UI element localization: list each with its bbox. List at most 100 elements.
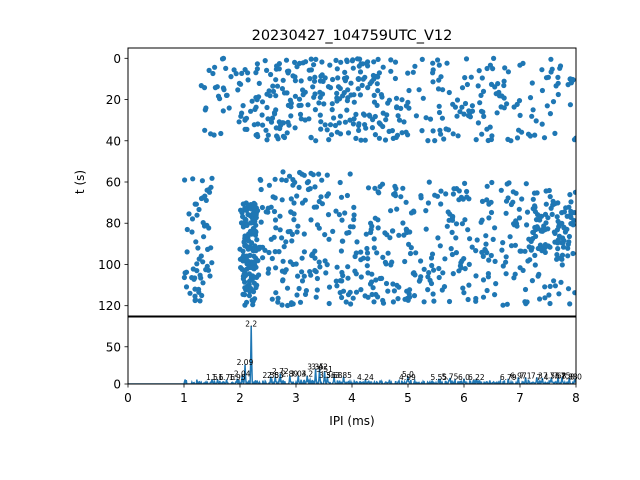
scatter-point [499,93,505,99]
scatter-point [423,226,429,232]
scatter-point [539,228,546,234]
scatter-point [302,117,308,123]
scatter-point [317,264,323,270]
scatter-point [246,293,252,299]
scatter-point [374,81,380,87]
scatter-point [565,253,571,259]
scatter-point [399,97,405,103]
scatter-point [305,186,311,193]
scatter-point [527,257,533,263]
scatter-point [212,85,218,91]
scatter-point [318,126,324,132]
scatter-point [319,59,325,65]
scatter-point [354,56,361,62]
scatter-point [376,190,382,196]
scatter-point [523,181,529,187]
scatter-point [327,85,334,91]
scatter-point [228,74,234,80]
scatter-point [285,229,291,235]
scatter-point [322,75,328,81]
scatter-point [458,265,464,271]
scatter-point [512,242,519,248]
scatter-point [373,277,379,283]
scatter-point [500,263,506,269]
scatter-point [342,119,348,125]
histogram-y-ticks: 0 50 [106,340,128,392]
scatter-point [189,229,195,235]
scatter-point [376,135,382,141]
scatter-point [483,248,489,254]
scatter-point [403,129,409,135]
scatter-point [255,208,261,214]
scatter-point [314,275,320,282]
scatter-point [235,87,241,93]
scatter-point [554,214,560,220]
scatter-point [351,92,357,98]
scatter-point [206,187,212,193]
scatter-point [311,78,318,84]
scatter-point [318,194,324,200]
scatter-point [439,287,445,293]
scatter-point [336,120,342,126]
peak-label: 7.4 [536,373,548,382]
scatter-point [273,265,279,271]
scatter-point [502,65,508,71]
scatter-point [467,236,473,242]
scatter-point [420,95,426,101]
scatter-point [557,255,563,261]
scatter-point [532,132,538,138]
scatter-point [556,291,562,297]
scatter-point [302,89,308,95]
scatter-point [469,103,475,109]
scatter-point [510,199,516,205]
histogram-x-tick-label: 3 [292,391,300,405]
scatter-point [313,138,319,144]
scatter-point [516,206,522,212]
scatter-point [386,97,392,103]
scatter-point [272,195,278,201]
scatter-point [462,100,469,107]
scatter-point [487,124,493,130]
scatter-point [431,267,437,273]
scatter-point [448,246,454,252]
scatter-point [337,290,343,296]
scatter-point [539,87,546,94]
scatter-y-tick-label: 40 [106,134,121,148]
scatter-point [463,56,470,62]
scatter-point [542,295,548,301]
peak-label: 1.95 [229,373,246,382]
scatter-point [238,265,244,271]
scatter-point [272,176,278,182]
scatter-point [241,253,247,259]
scatter-point [467,114,473,120]
scatter-point [547,283,553,289]
scatter-point [242,126,248,132]
scatter-point [462,217,468,223]
scatter-point [273,107,279,113]
scatter-point [530,229,536,235]
scatter-point [542,249,548,255]
scatter-point [546,292,552,298]
scatter-point [194,212,200,218]
scatter-point [498,187,504,193]
scatter-point [221,87,227,93]
peak-label: 5.75 [442,372,459,381]
scatter-point [201,223,208,229]
scatter-point [182,177,188,183]
scatter-point [488,252,494,259]
scatter-point [570,250,576,257]
scatter-point [413,250,419,256]
scatter-point [491,55,497,62]
scatter-point [308,170,314,176]
scatter-y-tick-label: 100 [98,258,121,272]
scatter-point [459,104,465,110]
scatter-point [237,246,243,252]
scatter-point [462,180,468,186]
scatter-point [297,299,304,305]
scatter-point [317,112,323,118]
scatter-point [453,235,459,241]
scatter-point [353,289,360,295]
scatter-point [503,210,509,216]
scatter-point [475,120,481,126]
scatter-point [494,110,500,116]
